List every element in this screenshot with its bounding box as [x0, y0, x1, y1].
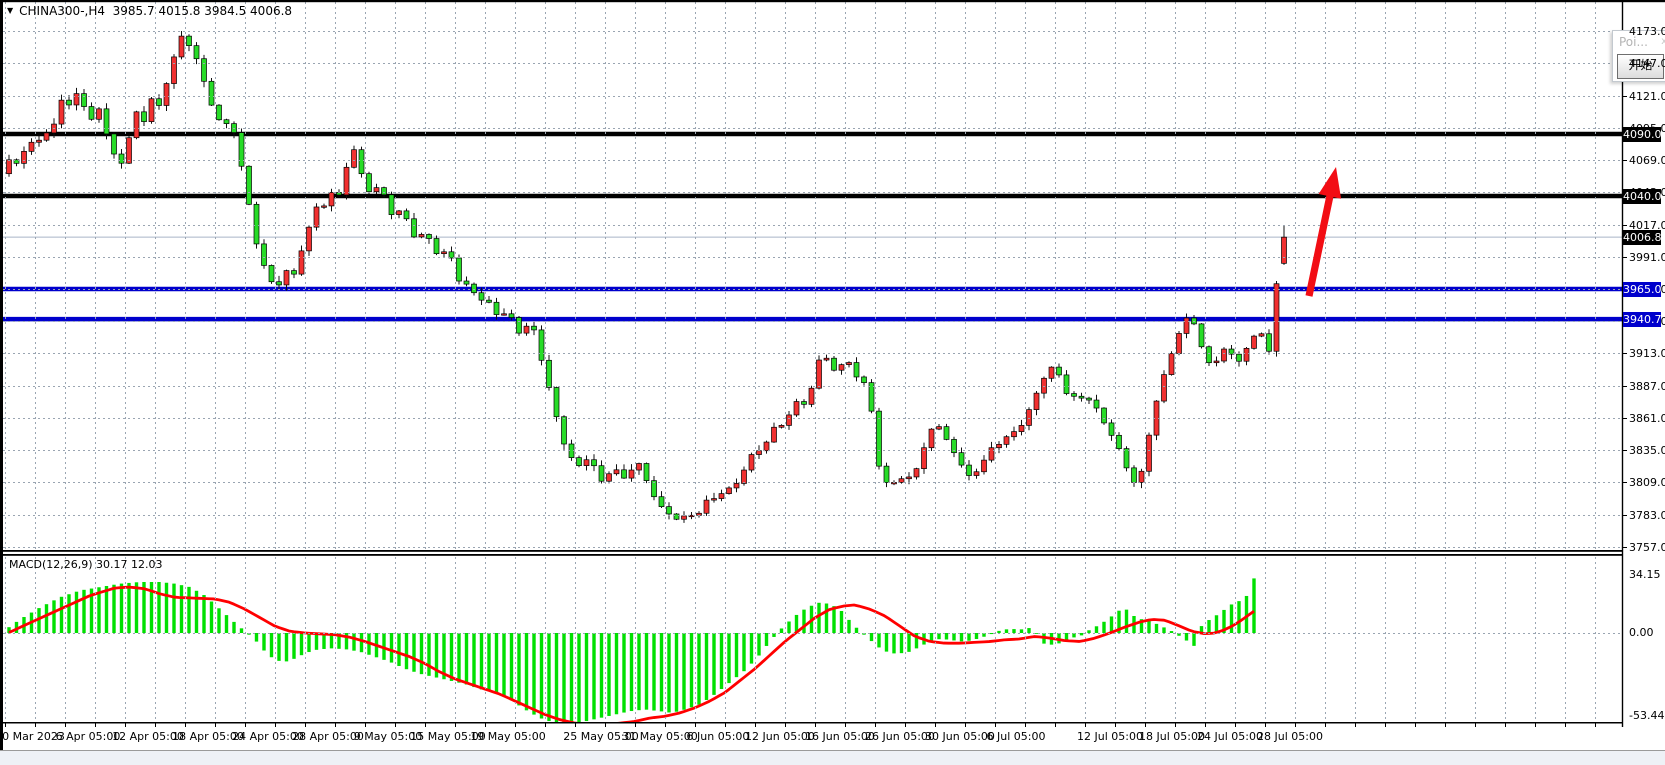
price-axis-tick-label: 3809.0	[1629, 475, 1665, 489]
date-axis-label: 24 Apr 05:00	[232, 730, 304, 743]
chart-title-ohlc: 3985.7 4015.8 3984.5 4006.8	[112, 4, 293, 18]
dialog-close-icon[interactable]: x	[1661, 36, 1665, 47]
price-axis-tick-label: 3757.0	[1629, 540, 1665, 554]
start-button[interactable]: 开始	[1617, 54, 1664, 79]
date-axis-label: 24 Jul 05:00	[1197, 730, 1263, 743]
level-price-tag: 4006.8	[1623, 229, 1662, 245]
date-axis-label: 28 Apr 05:00	[292, 730, 364, 743]
date-axis-label: 31 May 05:00	[622, 730, 698, 743]
date-axis-label: 18 Jul 05:00	[1139, 730, 1205, 743]
price-axis-tick-label: 3835.0	[1629, 443, 1665, 457]
floating-dialog[interactable]: Poi... x 开始	[1612, 30, 1665, 82]
date-axis-label: 25 May 05:00	[563, 730, 639, 743]
macd-axis-tick-label: -53.44	[1629, 709, 1665, 722]
date-axis-label: 30 Mar 2023	[0, 730, 65, 743]
macd-indicator-label: MACD(12,26,9) 30.17 12.03	[9, 558, 163, 571]
price-axis-tick-label: 3861.0	[1629, 411, 1665, 425]
chart-title-symbol: CHINA300-,H4	[19, 4, 105, 18]
support-price-tag: 3965.0	[1623, 281, 1662, 297]
price-axis-tick-label: 4147.0	[1629, 56, 1665, 70]
date-axis-label: 26 Jun 05:00	[865, 730, 935, 743]
date-axis-label: 6 Jul 05:00	[986, 730, 1046, 743]
dialog-title: Poi...	[1619, 35, 1648, 49]
date-axis-label: 18 Apr 05:00	[172, 730, 244, 743]
date-axis-label: 15 May 05:00	[410, 730, 486, 743]
chart-title: ▼ CHINA300-,H4 3985.7 4015.8 3984.5 4006.…	[7, 4, 292, 18]
date-axis-label: 6 Apr 05:00	[55, 730, 121, 743]
date-axis-label: 19 May 05:00	[470, 730, 546, 743]
price-axis-tick-label: 3991.0	[1629, 250, 1665, 264]
date-axis-label: 12 Apr 05:00	[112, 730, 184, 743]
date-axis-label: 12 Jun 05:00	[745, 730, 815, 743]
date-axis-label: 6 Jun 05:00	[686, 730, 750, 743]
macd-axis-tick-label: 34.15	[1629, 567, 1661, 581]
price-axis-tick-label: 4173.0	[1629, 24, 1665, 38]
symbol-dropdown-icon[interactable]: ▼	[7, 6, 14, 15]
price-axis-tick-label: 4069.0	[1629, 153, 1665, 167]
support-price-tag: 3940.7	[1623, 311, 1662, 327]
level-price-tag: 4090.0	[1623, 126, 1662, 142]
date-axis-label: 12 Jul 05:00	[1077, 730, 1143, 743]
macd-axis-tick-label: 0.00	[1629, 626, 1654, 639]
price-axis-tick-label: 3913.0	[1629, 346, 1665, 360]
price-axis-tick-label: 3887.0	[1629, 379, 1665, 393]
price-axis-tick-label: 3783.0	[1629, 508, 1665, 522]
up-trend-arrow-annotation[interactable]	[1305, 167, 1342, 297]
date-axis-label: 16 Jun 05:00	[805, 730, 875, 743]
level-price-tag: 4040.0	[1623, 188, 1662, 204]
date-axis-label: 30 Jun 05:00	[925, 730, 995, 743]
date-axis-label: 28 Jul 05:00	[1257, 730, 1323, 743]
date-axis-label: 9 May 05:00	[353, 730, 423, 743]
price-axis-tick-label: 4121.0	[1629, 89, 1665, 103]
price-axis-tick-label: 4017.0	[1629, 218, 1665, 232]
